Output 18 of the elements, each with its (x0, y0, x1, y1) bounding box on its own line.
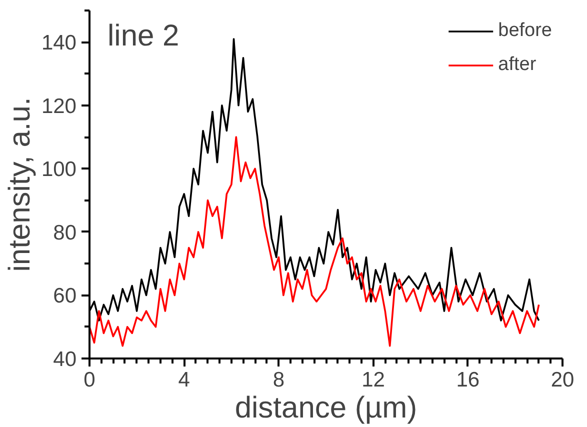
y-tick-label: 100 (41, 158, 77, 182)
legend-label: after (498, 54, 536, 76)
x-axis-title: distance (µm) (234, 392, 418, 424)
y-tick-label: 120 (41, 94, 77, 118)
line-series (90, 136, 540, 347)
x-tick-label: 8 (272, 368, 285, 392)
y-tick-label: 40 (53, 348, 76, 371)
x-tick-label: 0 (84, 368, 96, 392)
y-axis-title: intensity, a.u. (3, 97, 36, 272)
y-tick-label: 80 (53, 221, 76, 244)
x-tick-label: 12 (362, 368, 385, 392)
y-tick-label: 60 (53, 284, 76, 308)
x-tick-label: 16 (456, 368, 480, 392)
x-tick-label: 20 (550, 368, 574, 392)
x-tick-label: 4 (178, 368, 190, 392)
y-tick-label: 140 (41, 32, 77, 55)
legend-label: before (498, 20, 552, 42)
chart-title: line 2 (108, 20, 180, 52)
